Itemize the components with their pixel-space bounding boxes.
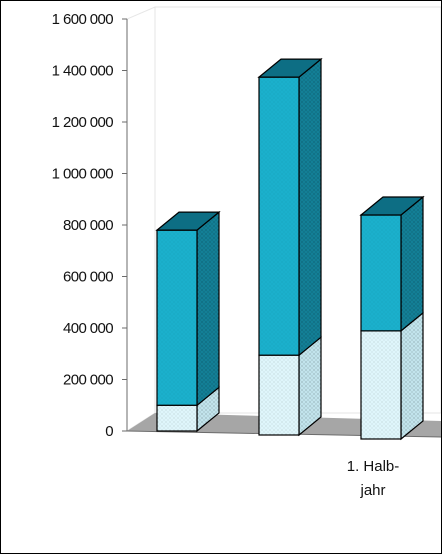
y-tick-label: 1 200 000 (52, 114, 114, 131)
bar-segment-side-texture (299, 59, 321, 356)
bar-segment-side-texture (401, 312, 423, 439)
y-tick: 800 000 (63, 217, 127, 234)
bar-segment-texture (259, 355, 299, 435)
x-tick-label: 1. Halb-jahr (347, 458, 400, 499)
bars (155, 57, 425, 441)
y-tick-label: 400 000 (63, 320, 113, 337)
y-tick-label: 600 000 (63, 269, 113, 286)
y-tick-label: 1 600 000 (52, 11, 114, 28)
side-wall (126, 6, 156, 432)
x-tick-label-line: 1. Halb- (347, 458, 400, 475)
bar-segment-side-texture (197, 212, 219, 406)
bar-segment-side-texture (197, 387, 219, 431)
y-axis: 0 200 000 400 000 600 000 800 000 1 000 000 1 … (52, 11, 441, 440)
bar-stack (257, 57, 323, 437)
y-tick: 0 (105, 423, 127, 440)
y-tick-label: 1 400 000 (52, 63, 114, 80)
x-axis-labels: 1. Halb-jahr (347, 458, 400, 499)
bar-segment-texture (157, 405, 197, 431)
bar-segment-texture (259, 77, 299, 356)
bar-segment-texture (157, 230, 197, 406)
y-tick: 600 000 (63, 269, 127, 286)
bar-segment-side-texture (299, 337, 321, 435)
bar-top (257, 58, 323, 78)
y-tick: 1 400 000 (52, 63, 127, 80)
bar-stack (359, 195, 425, 441)
y-tick-label: 200 000 (63, 372, 113, 389)
bar-top (155, 211, 221, 231)
y-tick: 1 200 000 (52, 114, 127, 131)
y-tick-label: 1 000 000 (52, 166, 114, 183)
bar-segment-texture (361, 214, 401, 331)
bar-segment-side-texture (401, 197, 423, 331)
y-tick-label: 0 (105, 423, 113, 440)
y-tick-label: 800 000 (63, 217, 113, 234)
y-tick: 1 000 000 (52, 166, 127, 183)
y-tick: 1 600 000 (52, 11, 127, 28)
x-tick-label-line: jahr (359, 482, 385, 499)
y-tick: 400 000 (63, 320, 127, 337)
bar-top (359, 196, 425, 216)
bar-segment-texture (361, 330, 401, 439)
y-tick: 200 000 (63, 372, 127, 389)
bar-stack (155, 210, 221, 433)
